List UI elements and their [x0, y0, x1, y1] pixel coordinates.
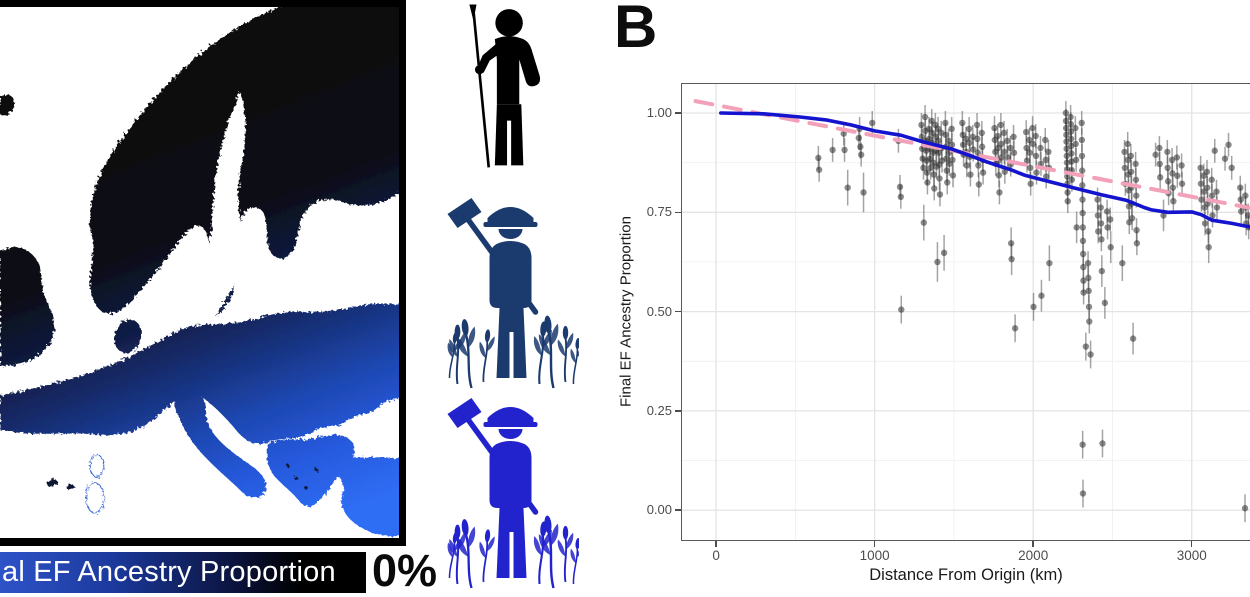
legend-bar-label: al EF Ancestry Proportion — [2, 556, 336, 588]
y-tick-label: 0.00 — [646, 502, 672, 518]
x-tick-label: 1000 — [859, 548, 890, 563]
x-tick-mark — [1032, 541, 1034, 547]
y-tick-mark — [675, 310, 681, 313]
hunter-figure — [469, 4, 541, 168]
europe-map-panel — [0, 0, 407, 546]
smoothed-fit — [719, 111, 1250, 229]
y-tick-label: 0.25 — [646, 402, 672, 418]
x-tick-label: 3000 — [1176, 548, 1207, 563]
x-tick-label: 2000 — [1018, 548, 1049, 563]
x-tick-mark — [715, 541, 717, 547]
farmer-blue-icon — [443, 392, 579, 597]
legend-zero-label: 0% — [372, 545, 438, 596]
ef-ancestry-legend-bar: al EF Ancestry Proportion — [0, 552, 366, 593]
hunter-gatherer-icon — [448, 2, 560, 179]
plot-area — [682, 84, 1250, 540]
y-tick-mark — [675, 509, 681, 511]
panel-border-top — [682, 83, 1250, 85]
y-tick-label: 0.50 — [646, 303, 672, 319]
panel-border-left — [680, 83, 682, 541]
x-tick-label: 0 — [712, 548, 720, 563]
farmer-dark-icon — [443, 192, 579, 397]
map-frame — [0, 0, 406, 546]
x-axis-title: Distance From Origin (km) — [869, 566, 1063, 584]
x-tick-mark — [873, 541, 876, 547]
y-tick-mark — [675, 410, 681, 412]
europe-ancestry-map — [0, 0, 407, 546]
scatter-plot-canvas — [682, 84, 1250, 540]
y-tick-label: 1.00 — [646, 104, 672, 120]
y-tick-mark — [675, 112, 681, 114]
panel-label: B — [614, 0, 658, 60]
y-tick-mark — [675, 211, 681, 214]
y-tick-label: 0.75 — [646, 204, 672, 220]
map-landmass — [0, 0, 407, 536]
x-tick-mark — [1190, 541, 1193, 547]
linear-fit-dashed — [693, 99, 1250, 210]
y-axis-title: Final EF Ancestry Proportion — [617, 216, 635, 408]
panel-border-bottom — [682, 540, 1250, 542]
